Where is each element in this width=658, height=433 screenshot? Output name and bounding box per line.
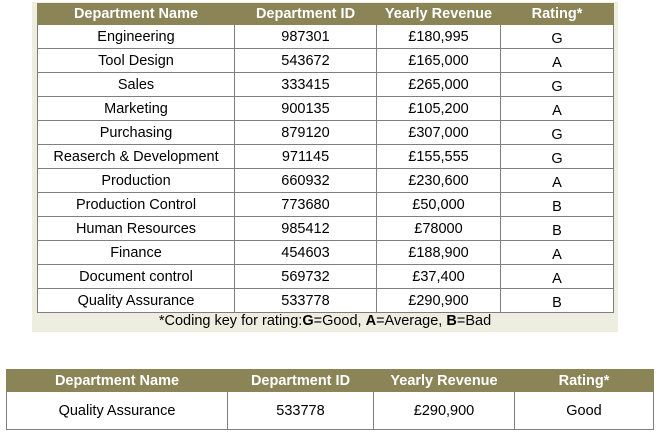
coding-key-average-code: A: [365, 313, 377, 329]
department-name-cell: Marketing: [37, 96, 235, 121]
rating-cell: G: [500, 72, 614, 97]
table-row: Reaserch & Development 971145 £155,555 G: [37, 144, 614, 169]
result-row: Quality Assurance 533778 £290,900 Good: [6, 391, 654, 430]
department-name-cell: Production Control: [37, 192, 235, 217]
result-header-rating: Rating*: [514, 369, 654, 392]
yearly-revenue-cell: £78000: [376, 216, 501, 241]
lookup-result-table: Department Name Department ID Yearly Rev…: [6, 369, 654, 430]
department-name-cell: Tool Design: [37, 48, 235, 73]
yearly-revenue-cell: £180,995: [376, 24, 501, 49]
rating-cell: A: [500, 96, 614, 121]
table-row: Production Control 773680 £50,000 B: [37, 192, 614, 217]
department-id-cell: 569732: [234, 264, 377, 289]
table-row: Human Resources 985412 £78000 B: [37, 216, 614, 241]
department-id-cell: 971145: [234, 144, 377, 169]
header-yearly-revenue: Yearly Revenue: [376, 3, 501, 25]
department-name-cell: Finance: [37, 240, 235, 265]
rating-cell: B: [500, 216, 614, 241]
table-row: Tool Design 543672 £165,000 A: [37, 48, 614, 73]
coding-key-bad-code: B: [446, 313, 457, 329]
result-header-department-id: Department ID: [227, 369, 374, 392]
result-yearly-revenue: £290,900: [373, 391, 515, 430]
department-name-cell: Quality Assurance: [37, 288, 235, 313]
department-id-cell: 773680: [234, 192, 377, 217]
coding-key-prefix: *Coding key for rating:: [158, 313, 303, 329]
department-table-header-row: Department Name Department ID Yearly Rev…: [37, 3, 614, 25]
table-row: Engineering 987301 £180,995 G: [37, 24, 614, 49]
table-row: Production 660932 £230,600 A: [37, 168, 614, 193]
rating-cell: G: [500, 120, 614, 145]
yearly-revenue-cell: £265,000: [376, 72, 501, 97]
table-row: Document control 569732 £37,400 A: [37, 264, 614, 289]
rating-cell: G: [500, 144, 614, 169]
department-name-cell: Engineering: [37, 24, 235, 49]
department-id-cell: 533778: [234, 288, 377, 313]
table-row: Finance 454603 £188,900 A: [37, 240, 614, 265]
department-id-cell: 900135: [234, 96, 377, 121]
result-rating: Good: [514, 391, 654, 430]
rating-cell: A: [500, 240, 614, 265]
header-department-id: Department ID: [234, 3, 377, 25]
rating-cell: B: [500, 192, 614, 217]
yearly-revenue-cell: £50,000: [376, 192, 501, 217]
yearly-revenue-cell: £307,000: [376, 120, 501, 145]
department-name-cell: Production: [37, 168, 235, 193]
rating-cell: B: [500, 288, 614, 313]
yearly-revenue-cell: £188,900: [376, 240, 501, 265]
department-table: Department Name Department ID Yearly Rev…: [37, 3, 614, 313]
table-row: Marketing 900135 £105,200 A: [37, 96, 614, 121]
department-name-cell: Reaserch & Development: [37, 144, 235, 169]
department-name-cell: Sales: [37, 72, 235, 97]
result-department-name: Quality Assurance: [6, 391, 228, 430]
header-department-name: Department Name: [37, 3, 235, 25]
yearly-revenue-cell: £155,555: [376, 144, 501, 169]
department-id-cell: 985412: [234, 216, 377, 241]
coding-key-average-text: =Average,: [376, 313, 447, 329]
table-row: Sales 333415 £265,000 G: [37, 72, 614, 97]
rating-coding-key: *Coding key for rating:G=Good, A=Average…: [37, 312, 613, 330]
department-name-cell: Purchasing: [37, 120, 235, 145]
table-row: Purchasing 879120 £307,000 G: [37, 120, 614, 145]
yearly-revenue-cell: £105,200: [376, 96, 501, 121]
rating-cell: A: [500, 48, 614, 73]
yearly-revenue-cell: £290,900: [376, 288, 501, 313]
rating-cell: G: [500, 24, 614, 49]
table-row: Quality Assurance 533778 £290,900 B: [37, 288, 614, 313]
department-id-cell: 543672: [234, 48, 377, 73]
rating-cell: A: [500, 168, 614, 193]
coding-key-bad-text: =Bad: [456, 313, 492, 329]
department-id-cell: 879120: [234, 120, 377, 145]
yearly-revenue-cell: £37,400: [376, 264, 501, 289]
department-id-cell: 454603: [234, 240, 377, 265]
coding-key-good-text: =Good,: [313, 313, 366, 329]
result-table-header-row: Department Name Department ID Yearly Rev…: [6, 369, 654, 392]
yearly-revenue-cell: £230,600: [376, 168, 501, 193]
header-rating: Rating*: [500, 3, 614, 25]
department-name-cell: Document control: [37, 264, 235, 289]
department-id-cell: 987301: [234, 24, 377, 49]
yearly-revenue-cell: £165,000: [376, 48, 501, 73]
department-name-cell: Human Resources: [37, 216, 235, 241]
department-id-cell: 333415: [234, 72, 377, 97]
result-header-department-name: Department Name: [6, 369, 228, 392]
result-department-id: 533778: [227, 391, 374, 430]
department-id-cell: 660932: [234, 168, 377, 193]
result-header-yearly-revenue: Yearly Revenue: [373, 369, 515, 392]
rating-cell: A: [500, 264, 614, 289]
coding-key-good-code: G: [302, 313, 314, 329]
